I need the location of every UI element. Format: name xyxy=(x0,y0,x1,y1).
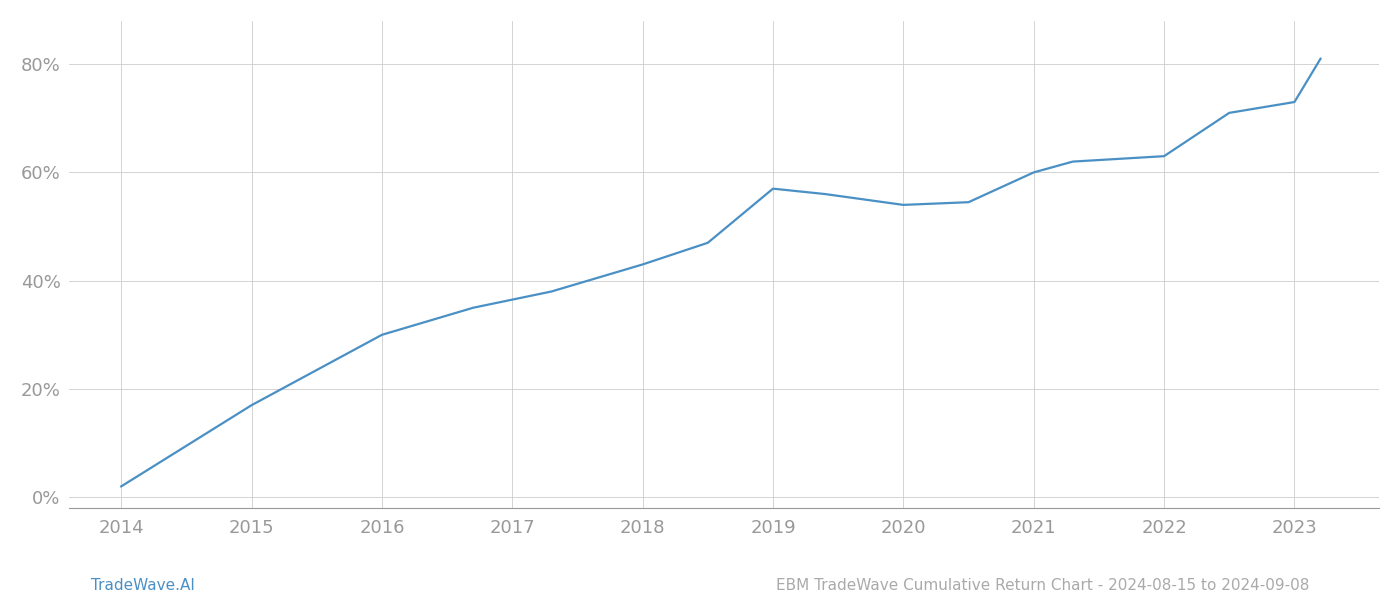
Text: TradeWave.AI: TradeWave.AI xyxy=(91,578,195,593)
Text: EBM TradeWave Cumulative Return Chart - 2024-08-15 to 2024-09-08: EBM TradeWave Cumulative Return Chart - … xyxy=(776,578,1309,593)
